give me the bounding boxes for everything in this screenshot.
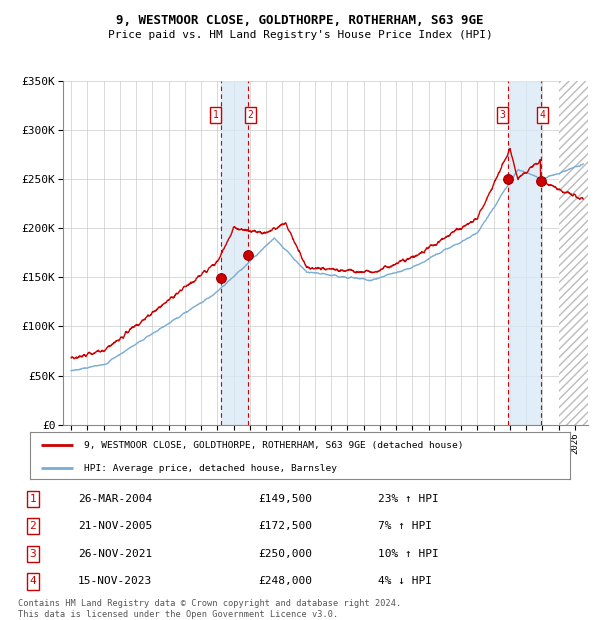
Text: 3: 3: [29, 549, 37, 559]
Text: Price paid vs. HM Land Registry's House Price Index (HPI): Price paid vs. HM Land Registry's House …: [107, 30, 493, 40]
Bar: [221, 81, 248, 425]
Text: 4: 4: [539, 110, 545, 120]
Text: 26-NOV-2021: 26-NOV-2021: [78, 549, 152, 559]
Text: 9, WESTMOOR CLOSE, GOLDTHORPE, ROTHERHAM, S63 9GE (detached house): 9, WESTMOOR CLOSE, GOLDTHORPE, ROTHERHAM…: [84, 441, 464, 450]
Text: 2: 2: [29, 521, 37, 531]
Text: 2: 2: [247, 110, 253, 120]
Text: HPI: Average price, detached house, Barnsley: HPI: Average price, detached house, Barn…: [84, 464, 337, 473]
Text: 26-MAR-2004: 26-MAR-2004: [78, 494, 152, 503]
Text: 9, WESTMOOR CLOSE, GOLDTHORPE, ROTHERHAM, S63 9GE: 9, WESTMOOR CLOSE, GOLDTHORPE, ROTHERHAM…: [116, 14, 484, 27]
Text: 3: 3: [500, 110, 506, 120]
Bar: [508, 81, 541, 425]
Text: £250,000: £250,000: [258, 549, 312, 559]
Text: 10% ↑ HPI: 10% ↑ HPI: [378, 549, 439, 559]
Text: 21-NOV-2005: 21-NOV-2005: [78, 521, 152, 531]
Text: 4: 4: [29, 577, 37, 587]
Text: 1: 1: [212, 110, 218, 120]
Bar: [559, 81, 588, 425]
Text: 15-NOV-2023: 15-NOV-2023: [78, 577, 152, 587]
Text: 4% ↓ HPI: 4% ↓ HPI: [378, 577, 432, 587]
Text: Contains HM Land Registry data © Crown copyright and database right 2024.
This d: Contains HM Land Registry data © Crown c…: [18, 600, 401, 619]
Text: £149,500: £149,500: [258, 494, 312, 503]
Text: £248,000: £248,000: [258, 577, 312, 587]
Text: 1: 1: [29, 494, 37, 503]
Text: 7% ↑ HPI: 7% ↑ HPI: [378, 521, 432, 531]
Text: £172,500: £172,500: [258, 521, 312, 531]
Text: 23% ↑ HPI: 23% ↑ HPI: [378, 494, 439, 503]
